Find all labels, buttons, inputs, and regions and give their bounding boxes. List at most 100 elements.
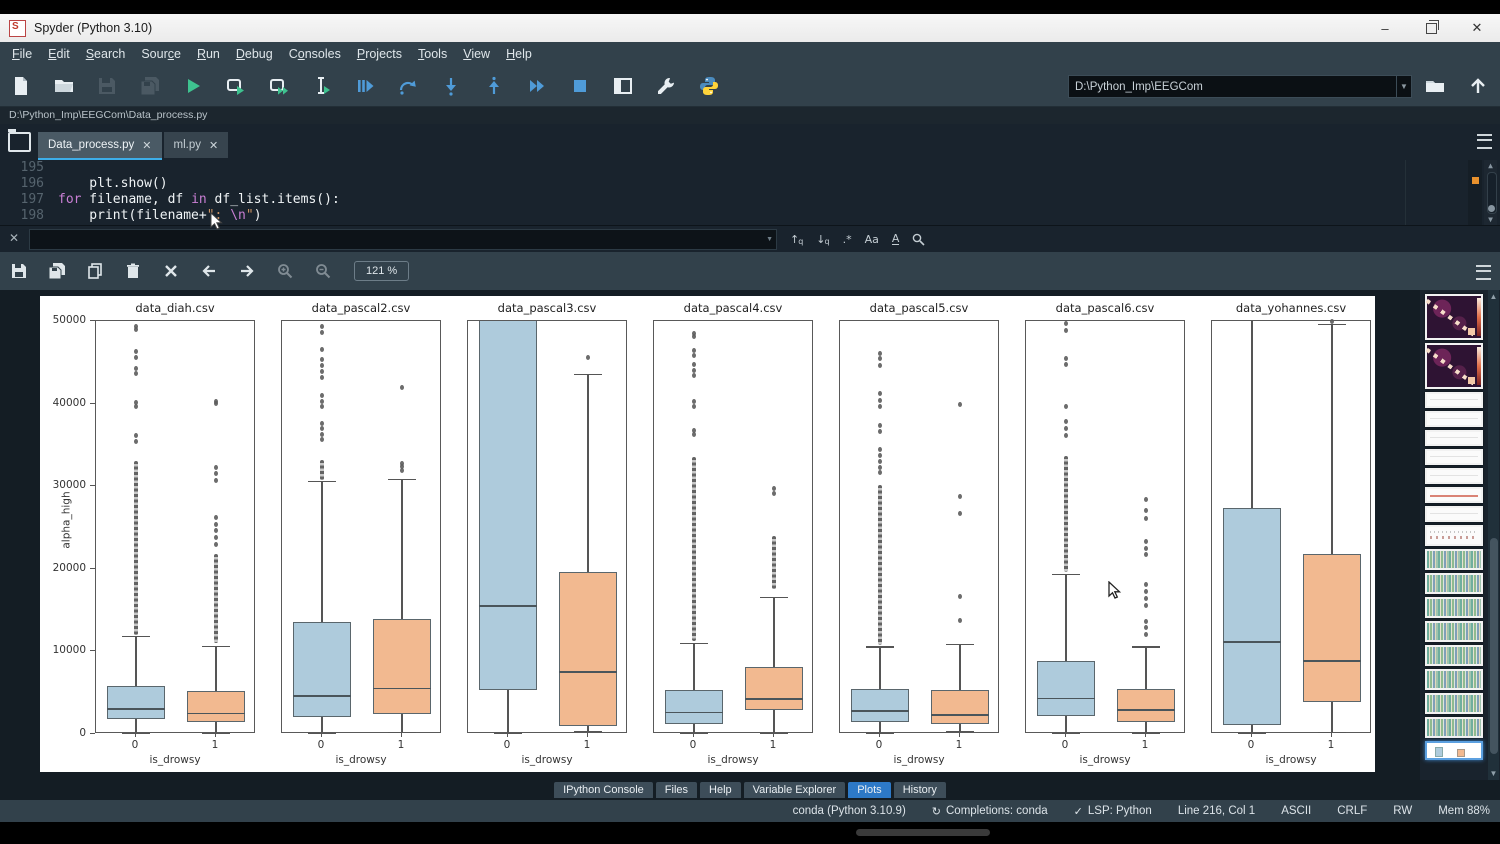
menu-run[interactable]: Run [196, 47, 220, 61]
working-directory-input[interactable] [1069, 80, 1396, 93]
previous-plot-button[interactable] [200, 263, 217, 280]
x-axis-label: is_drowsy [149, 754, 201, 766]
plot-thumbnail-8[interactable] [1425, 487, 1483, 503]
run-file-button[interactable] [182, 76, 203, 97]
next-plot-button[interactable] [238, 263, 255, 280]
plot-thumbnail-16[interactable] [1425, 669, 1483, 690]
plot-thumbnail-12[interactable] [1425, 573, 1483, 594]
highlight-matches-button[interactable] [912, 233, 925, 246]
editor-tab-ml-py[interactable]: ml.py ✕ [163, 132, 229, 158]
sidebar-scrollbar[interactable]: ▲ ▼ [1488, 290, 1499, 780]
x-tick [321, 733, 322, 737]
find-input[interactable] [30, 233, 767, 246]
case-sensitive-button[interactable]: Aa [864, 233, 879, 246]
close-find-button[interactable]: ✕ [9, 231, 20, 245]
scroll-down-icon[interactable]: ▼ [1488, 215, 1493, 224]
menu-debug[interactable]: Debug [235, 47, 273, 61]
plot-thumbnail-5[interactable] [1425, 430, 1483, 446]
find-next-button[interactable]: ↓ q [816, 233, 830, 246]
new-file-button[interactable] [10, 76, 31, 97]
find-previous-button[interactable]: ↑ q [790, 233, 804, 246]
menu-help[interactable]: Help [506, 47, 532, 61]
plot-thumbnail-4[interactable] [1425, 411, 1483, 427]
debug-continue-button[interactable] [526, 76, 547, 97]
plot-thumbnail-7[interactable] [1425, 468, 1483, 484]
plot-thumbnail-15[interactable] [1425, 645, 1483, 666]
box-whisker [215, 722, 217, 733]
save-plot-button[interactable] [10, 263, 27, 280]
scrollbar-thumb[interactable] [1489, 538, 1498, 754]
browse-tabs-icon[interactable] [8, 129, 31, 152]
browse-directory-button[interactable] [1424, 75, 1445, 96]
debug-stop-button[interactable] [569, 76, 590, 97]
copy-plot-button[interactable] [86, 263, 103, 280]
open-file-button[interactable] [53, 76, 74, 97]
plot-thumbnail-9[interactable] [1425, 506, 1483, 522]
maximize-pane-button[interactable] [612, 76, 633, 97]
plot-thumbnail-17[interactable] [1425, 693, 1483, 714]
plot-thumbnail-13[interactable] [1425, 597, 1483, 618]
warning-flag[interactable] [1472, 177, 1479, 184]
plot-thumbnail-3[interactable] [1425, 392, 1483, 408]
restore-button[interactable] [1408, 14, 1454, 42]
run-selection-button[interactable] [311, 76, 332, 97]
scroll-down-icon[interactable]: ▼ [1489, 769, 1498, 778]
scroll-up-icon[interactable]: ▲ [1488, 161, 1493, 170]
plot-thumbnail-18[interactable] [1425, 717, 1483, 738]
editor-tab-data_process-py[interactable]: Data_process.py ✕ [38, 132, 162, 160]
code-editor[interactable]: 195 196 plt.show() 197 for filename, df in … [0, 160, 1500, 225]
menu-search[interactable]: Search [85, 47, 126, 61]
pane-tab-plots[interactable]: Plots [848, 782, 891, 798]
menu-edit[interactable]: Edit [48, 47, 70, 61]
pane-tab-help[interactable]: Help [700, 782, 741, 798]
menu-projects[interactable]: Projects [356, 47, 403, 61]
menu-source[interactable]: Source [141, 47, 181, 61]
scroll-up-icon[interactable]: ▲ [1489, 292, 1498, 301]
x-tick [773, 733, 774, 737]
run-cell-advance-button[interactable] [268, 76, 289, 97]
preferences-button[interactable] [655, 76, 676, 97]
pane-tab-variable-explorer[interactable]: Variable Explorer [743, 782, 846, 798]
plot-thumbnail-2[interactable] [1425, 343, 1483, 389]
python-path-manager-button[interactable] [698, 76, 719, 97]
whole-words-button[interactable]: A [891, 232, 900, 245]
subplot-frame [281, 320, 441, 735]
menu-consoles[interactable]: Consoles [288, 47, 341, 61]
minimize-button[interactable]: – [1381, 20, 1389, 36]
chevron-down-icon[interactable]: ▼ [1396, 76, 1411, 97]
regex-button[interactable]: .* [842, 233, 852, 246]
plot-thumbnail-14[interactable] [1425, 621, 1483, 642]
pane-tab-ipython-console[interactable]: IPython Console [554, 782, 653, 798]
pane-tab-files[interactable]: Files [655, 782, 698, 798]
debug-file-button[interactable] [354, 76, 375, 97]
plot-thumbnail-10[interactable] [1425, 525, 1483, 546]
editor-scrollbar[interactable]: ▲ ▼ [1484, 160, 1497, 225]
debug-step-over-button[interactable] [397, 76, 418, 97]
close-button[interactable]: ✕ [1471, 20, 1483, 35]
plots-options-button[interactable] [1476, 265, 1491, 280]
outlier-point [400, 384, 404, 390]
plot-thumbnail-6[interactable] [1425, 449, 1483, 465]
remove-plot-button[interactable] [124, 263, 141, 280]
outlier-point [1064, 356, 1068, 362]
working-directory-combobox[interactable]: ▼ [1068, 75, 1412, 98]
menu-file[interactable]: File [12, 47, 33, 61]
chevron-down-icon[interactable]: ▼ [766, 236, 773, 243]
debug-step-return-button[interactable] [483, 76, 504, 97]
run-cell-button[interactable] [225, 76, 246, 97]
tab-close-icon[interactable]: ✕ [209, 139, 219, 152]
parent-directory-button[interactable] [1467, 75, 1488, 96]
editor-options-button[interactable] [1477, 134, 1492, 149]
tab-close-icon[interactable]: ✕ [142, 139, 152, 152]
plot-thumbnail-11[interactable] [1425, 549, 1483, 570]
menu-tools[interactable]: Tools [418, 47, 448, 61]
scrollbar-thumb[interactable] [1486, 172, 1497, 214]
outlier-point [692, 334, 696, 340]
save-all-plots-button[interactable] [48, 263, 65, 280]
menu-view[interactable]: View [463, 47, 491, 61]
plot-thumbnail-19-selected[interactable] [1425, 741, 1483, 760]
debug-step-into-button[interactable] [440, 76, 461, 97]
remove-all-plots-button[interactable] [162, 263, 179, 280]
plot-thumbnail-1[interactable] [1425, 294, 1483, 340]
pane-tab-history[interactable]: History [893, 782, 946, 798]
